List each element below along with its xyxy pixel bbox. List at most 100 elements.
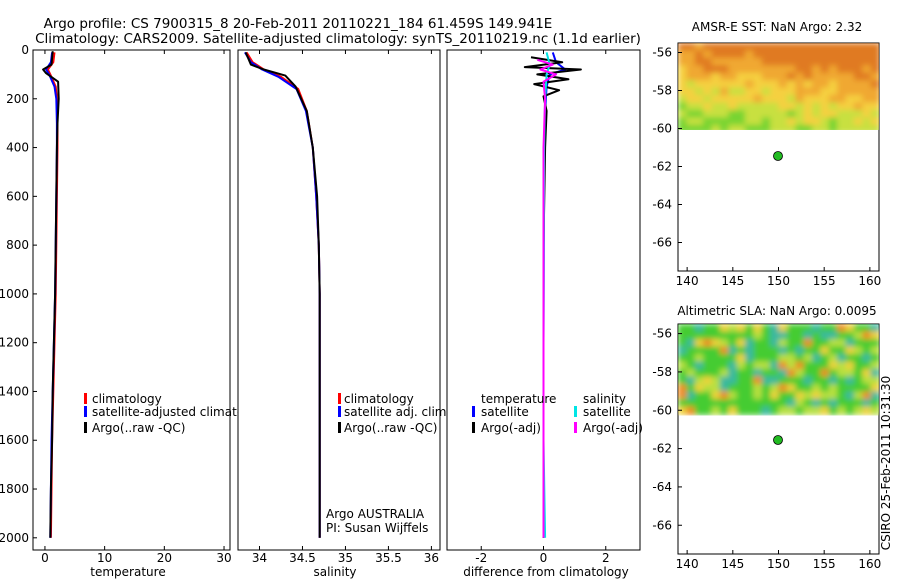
field-cell <box>711 346 721 355</box>
field-cell <box>837 361 847 370</box>
x-tick-label: 36 <box>424 551 439 565</box>
field-cell <box>736 102 746 111</box>
field-cell <box>703 65 713 74</box>
field-cell <box>795 87 805 97</box>
field-cell <box>761 102 772 111</box>
field-cell <box>862 361 872 370</box>
x-tick-label: 30 <box>216 551 231 565</box>
field-cell <box>853 361 864 370</box>
field-cell <box>745 95 755 104</box>
field-cell <box>770 102 780 111</box>
field-cell <box>786 95 797 104</box>
field-cell <box>753 80 763 89</box>
map-x-tick-label: 150 <box>767 557 790 571</box>
field-cell <box>778 376 788 385</box>
field-cell <box>703 117 713 126</box>
field-cell <box>711 399 721 408</box>
field-cell <box>803 331 813 340</box>
field-cell <box>853 346 864 355</box>
field-cell <box>770 346 780 355</box>
field-cell <box>736 110 746 119</box>
field-cell <box>711 124 721 130</box>
field-cell <box>845 406 855 416</box>
series-line-argo-raw-qc- <box>244 52 321 538</box>
legend-temp-argo: Argo(-adj) <box>481 421 541 435</box>
temperature-panel: 0 200 400 600 800 1000 1200 1400 1600 1800 2000 0 1… <box>0 43 262 579</box>
field-cell <box>711 65 721 74</box>
field-cell <box>837 376 847 385</box>
field-cell <box>820 72 830 82</box>
field-cell <box>786 57 797 67</box>
field-cell <box>870 50 879 59</box>
field-cell <box>812 361 822 370</box>
field-cells <box>678 43 879 130</box>
field-cell <box>795 72 805 82</box>
field-cell <box>795 354 805 363</box>
field-cell <box>778 124 788 130</box>
field-cell <box>753 57 763 67</box>
field-cell <box>862 346 872 355</box>
field-cell <box>678 50 688 59</box>
field-cell <box>728 324 738 333</box>
field-cell <box>745 399 755 408</box>
field-cell <box>770 65 780 74</box>
salinity-legend-climatology: climatology <box>344 392 414 406</box>
field-cell <box>728 117 738 126</box>
field-cell <box>812 43 822 52</box>
salinity-legend-argo: Argo(..raw -QC) <box>344 421 437 435</box>
field-cell <box>703 354 713 363</box>
field-cell <box>686 384 696 393</box>
field-cell <box>870 384 879 393</box>
legend-swatch-satellite <box>338 406 341 417</box>
field-cell <box>820 117 830 126</box>
field-cell <box>761 110 772 119</box>
field-cell <box>778 354 788 363</box>
map-y-tick-label: -56 <box>652 327 672 341</box>
field-cell <box>761 406 772 416</box>
legend-title-temperature: temperature <box>481 392 556 406</box>
field-cell <box>753 339 763 348</box>
field-cell <box>736 43 746 52</box>
field-cell <box>736 339 746 348</box>
field-cell <box>828 384 839 393</box>
field-cell <box>803 406 813 416</box>
map-y-tick-label: -62 <box>652 442 672 456</box>
field-cell <box>845 354 855 363</box>
field-cell <box>719 339 730 348</box>
field-cell <box>728 124 738 130</box>
temperature-legend: climatology satellite-adjusted climatolo… <box>84 392 262 435</box>
field-cell <box>820 80 830 89</box>
field-cell <box>711 324 721 333</box>
field-cell <box>711 354 721 363</box>
field-cell <box>837 72 847 82</box>
field-cell <box>745 57 755 67</box>
field-cell <box>753 50 763 59</box>
field-cell <box>753 354 763 363</box>
map-x-tick-label: 150 <box>767 274 790 288</box>
field-cell <box>686 95 696 104</box>
y-tick-label: 1600 <box>0 433 29 447</box>
field-cell <box>853 57 864 67</box>
field-cell <box>761 399 772 408</box>
map-y-tick-label: -64 <box>652 198 672 212</box>
salinity-xlabel: salinity <box>313 565 356 579</box>
field-cell <box>694 95 705 104</box>
field-cell <box>862 384 872 393</box>
x-tick-label: 34 <box>252 551 267 565</box>
legend-swatch-temp-satellite <box>472 406 475 417</box>
field-cell <box>686 361 696 370</box>
field-cell <box>719 65 730 74</box>
sla-float-marker <box>773 435 783 445</box>
field-cell <box>845 110 855 119</box>
field-cell <box>862 117 872 126</box>
field-cell <box>820 50 830 59</box>
field-cell <box>837 43 847 52</box>
field-cell <box>745 72 755 82</box>
field-cell <box>795 95 805 104</box>
field-cell <box>778 102 788 111</box>
temperature-series <box>42 51 60 538</box>
field-cell <box>694 376 705 385</box>
field-cell <box>736 57 746 67</box>
map-y-tick-label: -58 <box>652 365 672 379</box>
